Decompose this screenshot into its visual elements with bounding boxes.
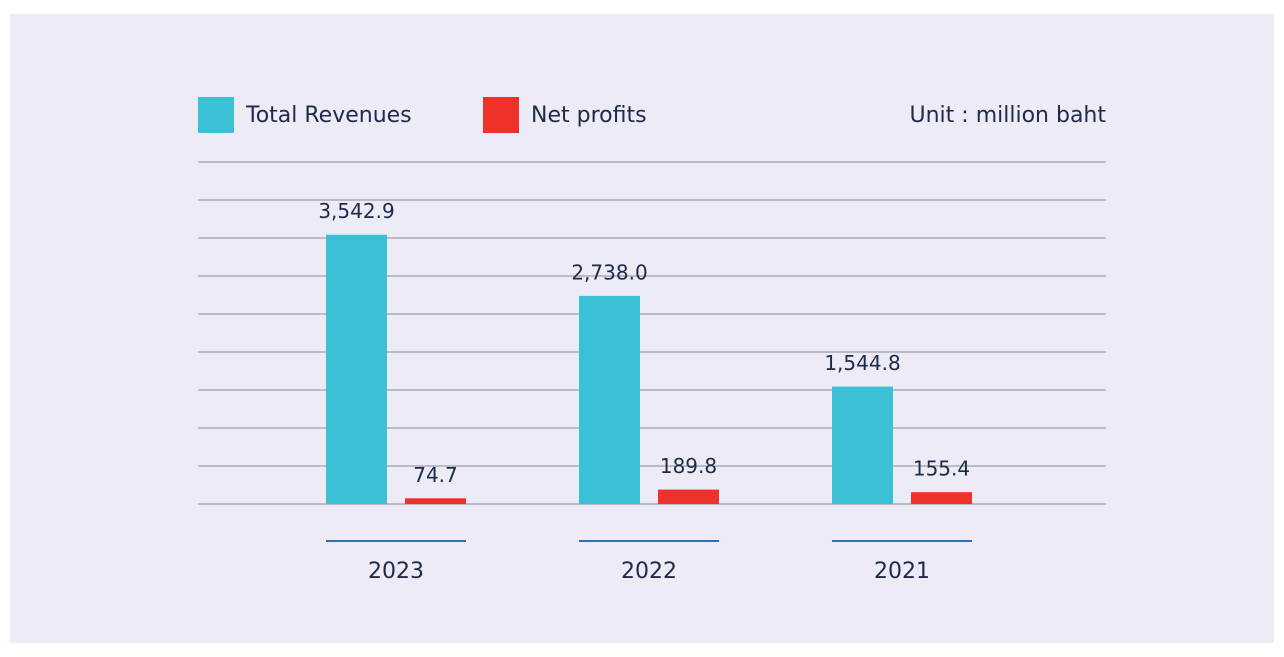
value-label: 3,542.9: [318, 199, 394, 223]
bar: [579, 295, 640, 504]
unit-note: Unit : million baht: [910, 103, 1107, 128]
value-label: 1,544.8: [824, 351, 900, 375]
x-tick-label: 2022: [621, 559, 677, 584]
value-label: 2,738.0: [571, 260, 647, 284]
bar: [405, 498, 466, 504]
x-tick-label: 2021: [874, 559, 930, 584]
bar: [832, 386, 893, 504]
value-label: 155.4: [913, 457, 970, 481]
bar: [326, 234, 387, 504]
x-tick-label: 2023: [368, 559, 424, 584]
legend-label: Net profits: [531, 103, 647, 128]
value-label: 74.7: [413, 463, 458, 487]
bar: [658, 489, 719, 504]
value-label: 189.8: [660, 454, 717, 478]
bar: [911, 492, 972, 504]
legend-swatch: [198, 97, 234, 133]
legend-label: Total Revenues: [245, 103, 412, 128]
legend-swatch: [483, 97, 519, 133]
